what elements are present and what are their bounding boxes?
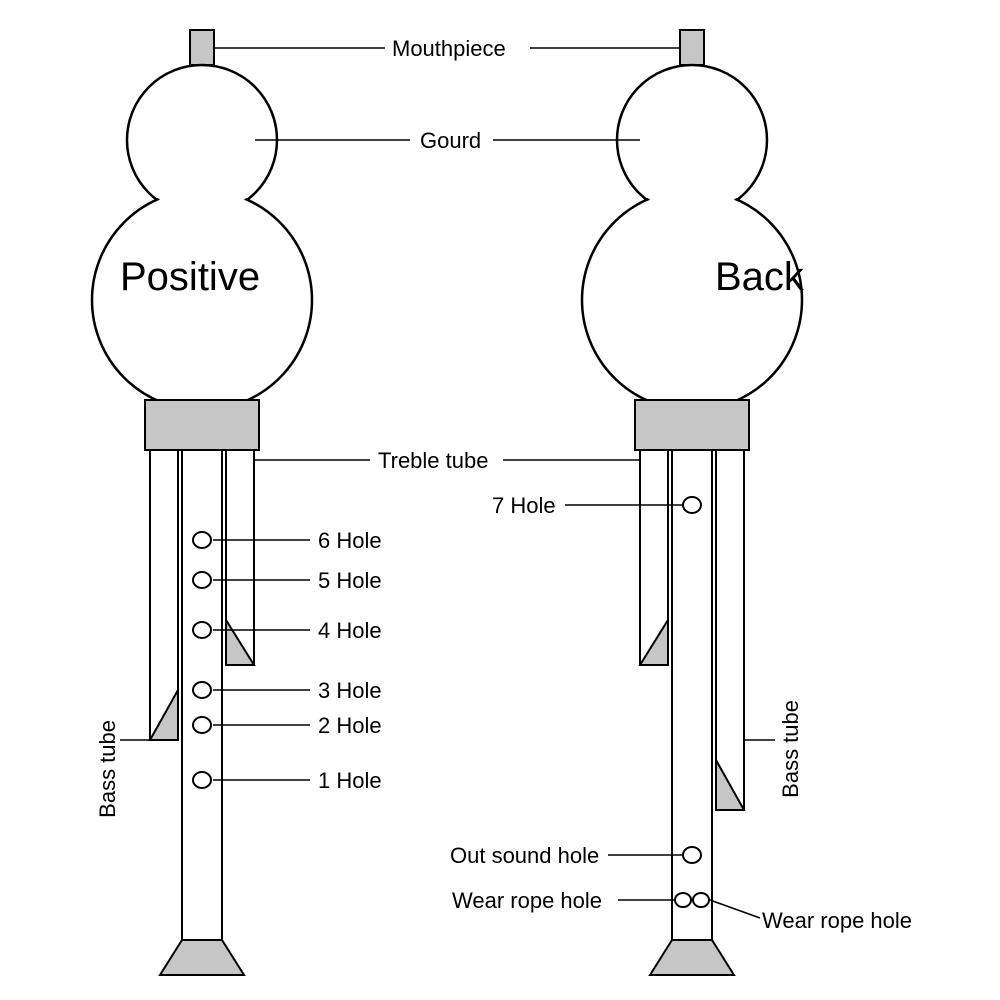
wear-rope-hole-1 (675, 893, 691, 907)
hole-6 (193, 532, 211, 548)
hole-4 (193, 622, 211, 638)
label-bass-tube-right: Bass tube (778, 700, 804, 798)
label-out-sound-hole: Out sound hole (450, 843, 599, 869)
back-view (582, 30, 802, 975)
hole-2 (193, 717, 211, 733)
label-5-hole: 5 Hole (318, 568, 382, 594)
label-2-hole: 2 Hole (318, 713, 382, 739)
label-gourd: Gourd (420, 128, 481, 154)
out-sound-hole (683, 847, 701, 863)
hole-3 (193, 682, 211, 698)
label-bass-tube-left: Bass tube (95, 720, 121, 818)
wear-rope-hole-2 (693, 893, 709, 907)
hole-5 (193, 572, 211, 588)
front-view (92, 30, 312, 975)
back-title: Back (715, 255, 804, 300)
label-6-hole: 6 Hole (318, 528, 382, 554)
hole-7 (683, 497, 701, 513)
front-title: Positive (120, 255, 260, 300)
label-7-hole: 7 Hole (492, 493, 556, 519)
label-treble-tube: Treble tube (378, 448, 488, 474)
label-wear-rope-left: Wear rope hole (452, 888, 602, 914)
label-wear-rope-right: Wear rope hole (762, 908, 912, 934)
label-4-hole: 4 Hole (318, 618, 382, 644)
label-3-hole: 3 Hole (318, 678, 382, 704)
label-mouthpiece: Mouthpiece (392, 36, 506, 62)
hole-1 (193, 772, 211, 788)
label-1-hole: 1 Hole (318, 768, 382, 794)
